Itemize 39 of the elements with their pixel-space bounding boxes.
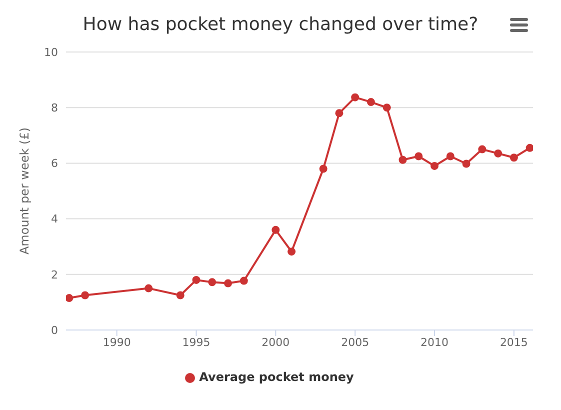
y-axis-title: Amount per week (£): [17, 127, 32, 255]
x-tick-label: 2000: [262, 336, 290, 349]
point: [240, 276, 248, 285]
x-tick-label: 1995: [182, 336, 210, 349]
point: [366, 98, 375, 106]
point: [414, 152, 423, 160]
chart-title: How has pocket money changed over time?: [82, 13, 480, 37]
point: [81, 291, 90, 300]
point: [208, 278, 216, 286]
point: [430, 162, 439, 170]
point: [224, 279, 232, 288]
y-tick-label: 10: [44, 46, 58, 59]
y-tick-label: 8: [51, 102, 58, 115]
point: [351, 93, 360, 102]
point: [144, 284, 153, 292]
point: [446, 152, 454, 160]
legend-label: Average pocket money: [199, 370, 354, 384]
x-tick-label: 2015: [500, 336, 528, 349]
point: [478, 145, 486, 154]
x-tick-label: 2010: [420, 336, 449, 349]
point: [462, 160, 470, 168]
point: [319, 164, 328, 173]
point: [510, 154, 518, 162]
point: [176, 291, 184, 300]
point: [272, 226, 280, 234]
point: [382, 104, 391, 112]
point: [66, 294, 74, 302]
point: [494, 149, 502, 158]
y-tick-label: 6: [51, 157, 58, 170]
x-tick-label: 2005: [341, 336, 370, 349]
y-tick-label: 2: [51, 268, 58, 282]
point: [526, 144, 533, 152]
point: [288, 248, 296, 256]
y-tick-label: 0: [51, 324, 58, 337]
y-tick-label: 4: [51, 212, 58, 226]
point: [192, 276, 200, 284]
point: [398, 156, 407, 164]
point: [335, 109, 344, 118]
x-tick-label: 1990: [102, 336, 131, 349]
